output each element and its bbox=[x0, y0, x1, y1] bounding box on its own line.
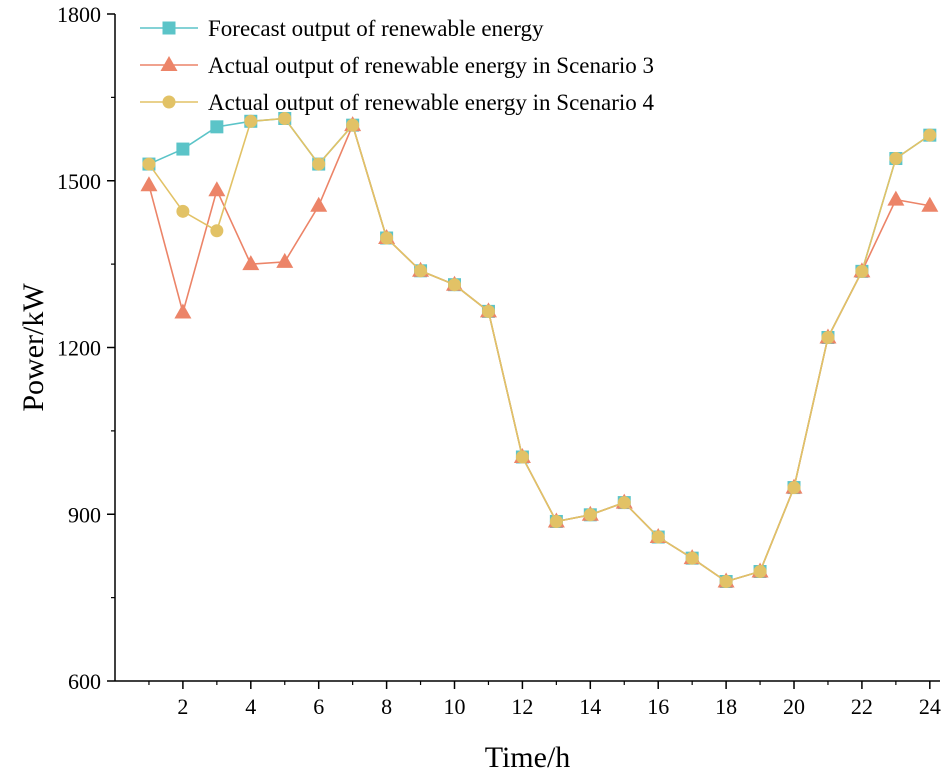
legend-label-3: Actual output of renewable energy in Sce… bbox=[208, 90, 655, 115]
series-3-point-24 bbox=[923, 128, 937, 142]
x-tick-label-4: 4 bbox=[245, 694, 256, 719]
series-3 bbox=[142, 111, 937, 589]
series-3-point-5 bbox=[278, 111, 292, 125]
series-2-point-23 bbox=[887, 190, 905, 206]
series-2-point-2 bbox=[174, 303, 192, 319]
series-2-line bbox=[148, 122, 930, 583]
series-2-point-4 bbox=[242, 255, 260, 271]
legend-entry-1: Forecast output of renewable energy bbox=[140, 16, 544, 41]
legend-label-1: Forecast output of renewable energy bbox=[208, 16, 544, 41]
series-3-line bbox=[148, 117, 931, 583]
legend-label-2: Actual output of renewable energy in Sce… bbox=[208, 53, 654, 78]
series-layer bbox=[140, 111, 939, 589]
legend-marker-2 bbox=[160, 56, 178, 71]
x-tick-label-6: 6 bbox=[313, 694, 324, 719]
series-1-point-3 bbox=[210, 120, 224, 134]
series-3-point-18 bbox=[719, 575, 733, 589]
series-1-line bbox=[148, 117, 931, 583]
x-tick-label-2: 2 bbox=[177, 694, 188, 719]
x-tick-label-14: 14 bbox=[579, 694, 601, 719]
x-tick-label-12: 12 bbox=[511, 694, 533, 719]
series-3-point-3 bbox=[210, 224, 224, 238]
y-tick-label-1500: 1500 bbox=[57, 169, 101, 194]
series-3-point-9 bbox=[414, 264, 428, 278]
x-tick-label-22: 22 bbox=[851, 694, 873, 719]
series-3-point-10 bbox=[448, 278, 462, 292]
series-1-point-2 bbox=[176, 142, 190, 156]
series-2 bbox=[140, 116, 939, 588]
x-tick-label-24: 24 bbox=[919, 694, 941, 719]
x-tick-label-16: 16 bbox=[647, 694, 669, 719]
series-3-point-14 bbox=[583, 508, 597, 522]
series-3-point-15 bbox=[617, 496, 631, 510]
y-tick-label-1800: 1800 bbox=[57, 2, 101, 27]
series-3-point-23 bbox=[889, 152, 903, 166]
y-tick-label-900: 900 bbox=[68, 502, 101, 527]
series-3-point-20 bbox=[787, 481, 801, 495]
x-tick-label-20: 20 bbox=[783, 694, 805, 719]
series-3-point-16 bbox=[651, 530, 665, 544]
series-3-point-11 bbox=[481, 304, 495, 318]
legend-marker-1 bbox=[162, 21, 176, 35]
series-3-point-7 bbox=[346, 118, 360, 132]
series-2-point-5 bbox=[276, 252, 294, 268]
legend: Forecast output of renewable energy Actua… bbox=[140, 16, 655, 115]
series-3-point-1 bbox=[142, 157, 156, 171]
series-3-point-4 bbox=[244, 114, 258, 128]
series-3-point-2 bbox=[176, 204, 190, 218]
series-1 bbox=[142, 111, 937, 589]
series-3-point-19 bbox=[753, 565, 767, 579]
series-3-point-8 bbox=[380, 231, 394, 245]
legend-entry-2: Actual output of renewable energy in Sce… bbox=[140, 53, 654, 78]
x-tick-label-10: 10 bbox=[444, 694, 466, 719]
x-tick-label-8: 8 bbox=[381, 694, 392, 719]
series-3-point-22 bbox=[855, 264, 869, 278]
x-tick-label-18: 18 bbox=[715, 694, 737, 719]
y-tick-label-600: 600 bbox=[68, 669, 101, 694]
series-3-point-17 bbox=[685, 551, 699, 565]
series-2-point-24 bbox=[921, 196, 939, 212]
series-3-point-13 bbox=[549, 514, 563, 528]
series-3-point-21 bbox=[821, 330, 835, 344]
series-3-point-6 bbox=[312, 157, 326, 171]
x-axis-title: Time/h bbox=[485, 741, 571, 773]
series-2-point-3 bbox=[208, 181, 226, 197]
legend-marker-3 bbox=[162, 95, 176, 109]
series-2-point-1 bbox=[140, 176, 158, 192]
y-axis-title: Power/kW bbox=[17, 283, 50, 412]
series-2-point-6 bbox=[310, 196, 328, 212]
legend-entry-3: Actual output of renewable energy in Sce… bbox=[140, 90, 655, 115]
series-3-point-12 bbox=[515, 450, 529, 464]
y-tick-label-1200: 1200 bbox=[57, 336, 101, 361]
